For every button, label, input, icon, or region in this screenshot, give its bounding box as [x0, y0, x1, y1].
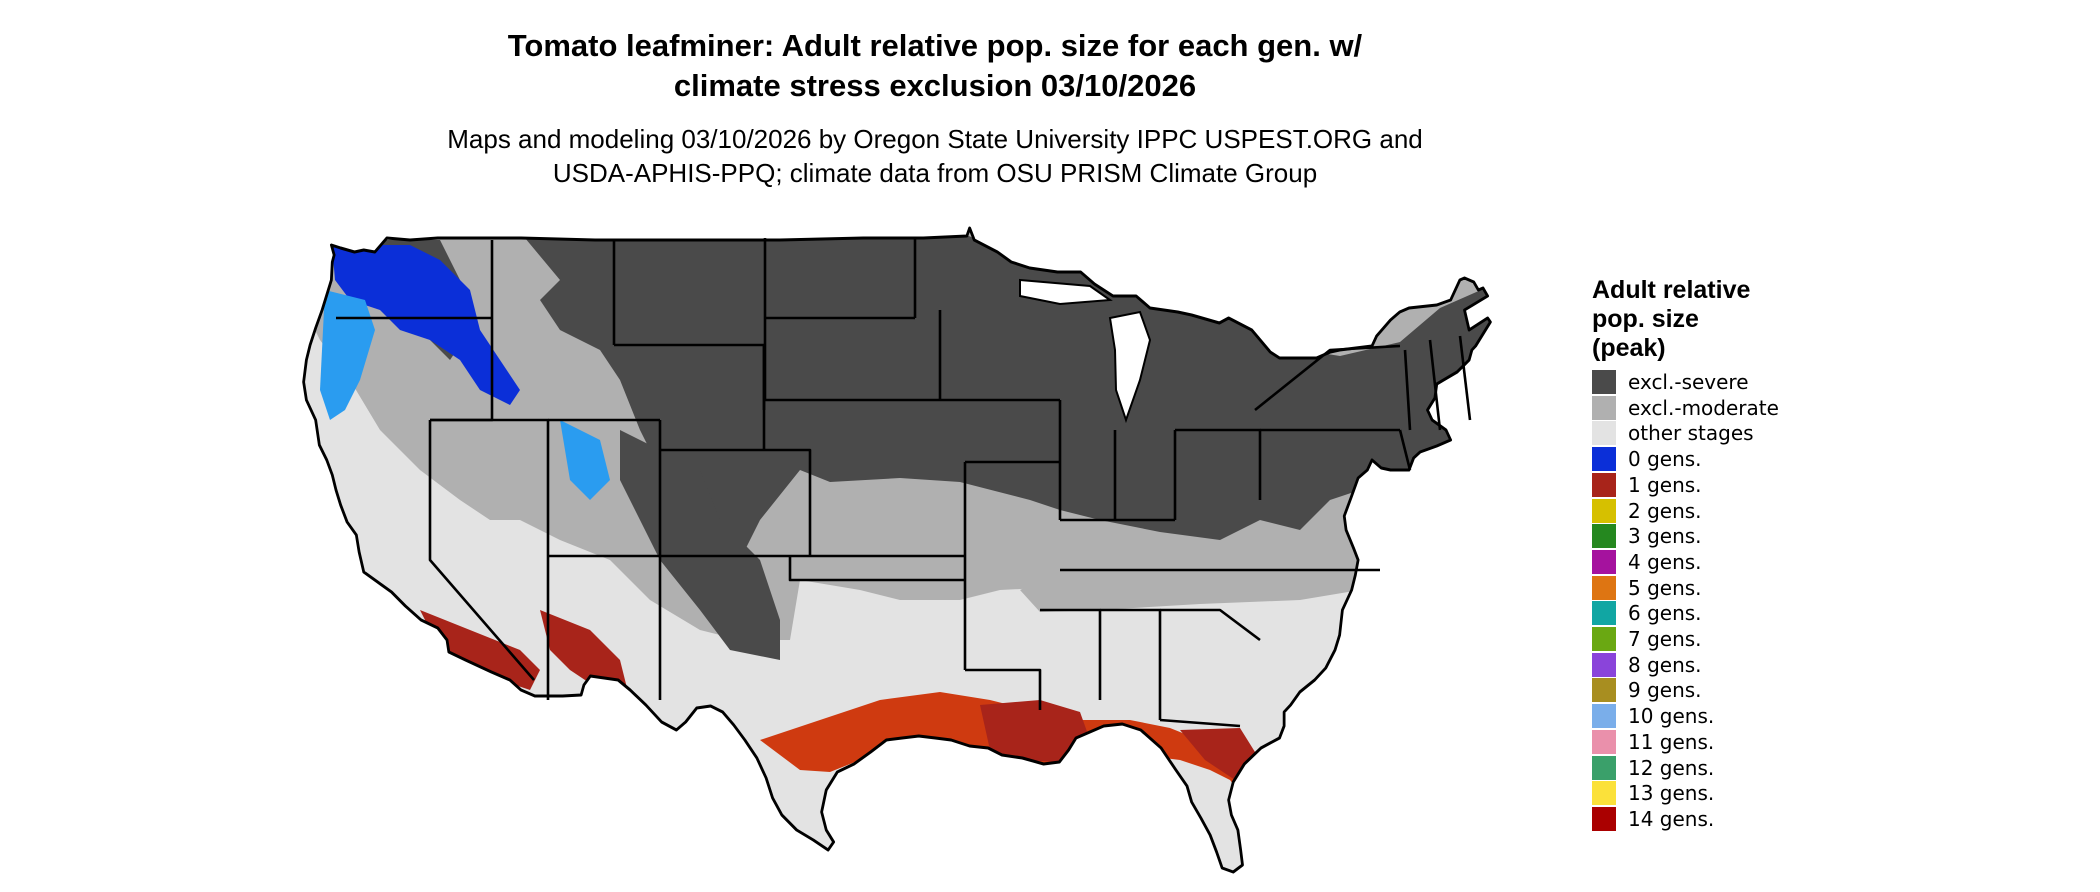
- great-lake: [1019, 278, 1113, 306]
- state-border: [1428, 339, 1442, 431]
- legend-item: 10 gens.: [1592, 704, 1852, 730]
- legend-label: 4 gens.: [1628, 549, 1702, 574]
- legend-item: 3 gens.: [1592, 524, 1852, 550]
- state-borders: [302, 226, 1492, 874]
- legend-swatch: [1592, 806, 1616, 831]
- legend-item: excl.-severe: [1592, 370, 1852, 396]
- legend-swatch: [1592, 575, 1616, 600]
- state-border: [1458, 335, 1472, 421]
- legend: Adult relative pop. size (peak) excl.-se…: [1592, 276, 1832, 831]
- map-subtitle-line-2: USDA-APHIS-PPQ; climate data from OSU PR…: [552, 158, 1318, 188]
- legend-label: 10 gens.: [1628, 704, 1715, 729]
- legend-label: 6 gens.: [1628, 601, 1702, 626]
- legend-item: 9 gens.: [1592, 678, 1852, 704]
- region-0-gens-coast: [320, 290, 375, 420]
- state-border: [660, 448, 812, 556]
- legend-label: 8 gens.: [1628, 652, 1702, 677]
- state-border: [1254, 344, 1401, 412]
- legend-swatch: [1592, 524, 1616, 549]
- legend-item: 13 gens.: [1592, 781, 1852, 807]
- state-border: [1159, 718, 1241, 728]
- us-map: [302, 226, 1492, 874]
- legend-label: excl.-moderate: [1628, 395, 1779, 420]
- legend-swatch: [1592, 678, 1616, 703]
- state-border: [1160, 608, 1261, 642]
- legend-label: 1 gens.: [1628, 472, 1702, 497]
- legend-item: 8 gens.: [1592, 652, 1852, 679]
- legend-item: 4 gens.: [1592, 549, 1852, 576]
- map-title-line-2: climate stress exclusion 03/10/2026: [673, 68, 1197, 103]
- legend-label: 9 gens.: [1628, 678, 1702, 703]
- region-excl-moderate-southeast: [1020, 560, 1370, 612]
- legend-title-line-3: (peak): [1592, 334, 1666, 362]
- legend-swatch: [1592, 421, 1616, 446]
- legend-swatch: [1592, 704, 1616, 729]
- legend-swatch: [1592, 447, 1616, 472]
- state-border: [428, 420, 535, 681]
- legend-item: 11 gens.: [1592, 729, 1852, 756]
- map-title-line-1: Tomato leafminer: Adult relative pop. si…: [507, 28, 1363, 63]
- legend-label: 7 gens.: [1628, 627, 1702, 651]
- legend-item: other stages: [1592, 421, 1852, 447]
- legend-label: other stages: [1628, 421, 1754, 446]
- legend-label: 13 gens.: [1628, 781, 1715, 806]
- legend-item: 2 gens.: [1592, 498, 1852, 525]
- legend-item: 6 gens.: [1592, 601, 1852, 627]
- legend-item: 0 gens.: [1592, 447, 1852, 473]
- legend-title-line-2: pop. size: [1592, 305, 1699, 333]
- legend-label: 3 gens.: [1628, 524, 1702, 549]
- map-fill-layers: [303, 228, 1491, 872]
- legend-item: 7 gens.: [1592, 627, 1852, 653]
- legend-swatch: [1592, 781, 1616, 806]
- legend-item: excl.-moderate: [1592, 395, 1852, 422]
- legend-label: 11 gens.: [1628, 729, 1715, 754]
- legend-swatch: [1592, 729, 1616, 754]
- legend-label: excl.-severe: [1628, 370, 1749, 394]
- legend-title-line-1: Adult relative: [1592, 276, 1751, 304]
- region-0-gens-interior: [560, 420, 610, 500]
- state-border: [788, 556, 965, 582]
- legend-swatch: [1592, 395, 1616, 420]
- legend-label: 2 gens.: [1628, 498, 1702, 523]
- legend-swatch: [1592, 627, 1616, 651]
- region-0-gens-northwest: [332, 245, 520, 405]
- legend-swatch: [1592, 498, 1616, 523]
- legend-item: 12 gens.: [1592, 755, 1852, 782]
- legend-swatch: [1592, 652, 1616, 677]
- legend-swatch: [1592, 601, 1616, 626]
- legend-swatch: [1592, 549, 1616, 574]
- state-border: [965, 668, 1042, 710]
- legend-swatch: [1592, 370, 1616, 394]
- region-0-gens-chesapeake: [1358, 500, 1376, 550]
- legend-swatch: [1592, 755, 1616, 780]
- region-excl-severe: [520, 232, 1491, 562]
- legend-item: 14 gens.: [1592, 806, 1852, 833]
- map-subtitle-line-1: Maps and modeling 03/10/2026 by Oregon S…: [447, 124, 1423, 154]
- legend-label: 12 gens.: [1628, 755, 1715, 780]
- legend-label: 5 gens.: [1628, 575, 1702, 600]
- region-1-gens-louisiana: [980, 700, 1090, 762]
- legend-label: 14 gens.: [1628, 806, 1715, 831]
- state-border: [1403, 349, 1412, 431]
- region-1-gens-socal: [420, 610, 540, 690]
- legend-item: 5 gens.: [1592, 575, 1852, 602]
- legend-label: 0 gens.: [1628, 447, 1702, 472]
- state-border: [1398, 429, 1412, 471]
- legend-item: 1 gens.: [1592, 472, 1852, 499]
- legend-swatch: [1592, 472, 1616, 497]
- legend-title: Adult relative pop. size (peak): [1592, 276, 1832, 363]
- great-lake: [1108, 310, 1152, 424]
